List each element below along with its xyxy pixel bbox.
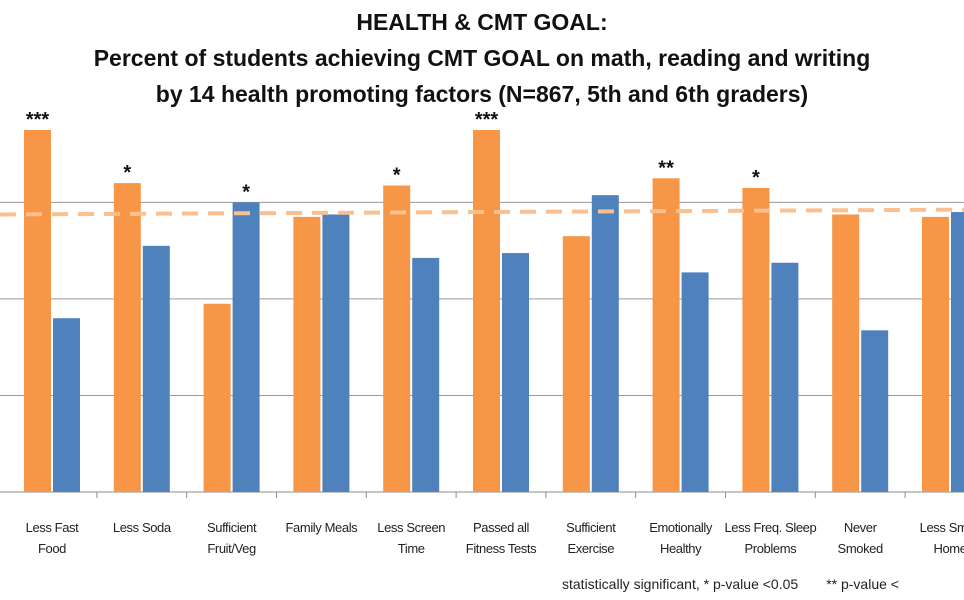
category-label: Passed all: [473, 520, 529, 535]
bar-series-2-cat-1: [53, 318, 80, 492]
bar-series-2-cat-6: [502, 253, 529, 492]
bar-series-1-cat-7: [562, 236, 590, 492]
significance-markers: *********** *: [26, 109, 760, 203]
category-label: Less Freq. Sleep: [724, 520, 816, 535]
category-label: Less Soda: [113, 520, 172, 535]
bar-series-2-cat-11: [951, 212, 964, 492]
bar-series-2-cat-2: [142, 245, 170, 492]
bar-series-2-cat-3: [232, 202, 260, 492]
category-label: Fruit/Veg: [207, 541, 256, 556]
bar-series-2-cat-5: [412, 257, 440, 492]
category-label: Never: [844, 520, 878, 535]
significance-marker: ***: [475, 109, 499, 131]
category-label: Sufficient: [566, 520, 616, 535]
category-label: Food: [38, 541, 66, 556]
chart-title-line-1: HEALTH & CMT GOAL:: [356, 9, 608, 35]
category-label: Emotionally: [649, 520, 713, 535]
category-label: Family Meals: [286, 520, 359, 535]
category-label: Healthy: [660, 541, 702, 556]
bar-series-1-cat-8: [652, 178, 680, 492]
category-label: Sufficient: [207, 520, 257, 535]
footnote: statistically significant, * p-value <0.…: [562, 576, 927, 592]
chart-title: HEALTH & CMT GOAL: Percent of students a…: [0, 4, 964, 112]
bar-series-1-cat-1: [24, 130, 51, 492]
significance-marker: *: [123, 162, 131, 184]
significance-marker: *: [393, 165, 401, 187]
footnote-part-1: statistically significant, * p-value <0.…: [562, 576, 799, 592]
significance-marker: **: [658, 157, 674, 179]
bar-series-1-cat-4: [293, 216, 321, 492]
bar-series-2-cat-4: [322, 214, 350, 492]
chart-title-line-2: Percent of students achieving CMT GOAL o…: [93, 45, 871, 71]
bar-series-2-cat-7: [591, 195, 619, 492]
bar-series-1-cat-2: [113, 183, 141, 493]
category-label: Less Smok: [920, 520, 964, 535]
category-label: Less Screen: [377, 520, 445, 535]
significance-marker: *: [242, 181, 250, 203]
category-label: Home: [933, 541, 964, 556]
category-labels: Less Fast Food Less Soda Sufficient Fruit/Ve…: [26, 520, 964, 556]
reference-line: [0, 207, 964, 217]
bar-series-1-cat-5: [383, 185, 411, 493]
bar-series-2-cat-8: [681, 272, 709, 492]
bar-series-1-cat-10: [832, 214, 860, 492]
chart-title-line-3: by 14 health promoting factors (N=867, 5…: [155, 81, 809, 107]
category-label: Smoked: [838, 541, 883, 556]
significance-marker: ***: [26, 109, 50, 131]
category-label: Exercise: [567, 541, 614, 556]
category-label: Problems: [745, 541, 798, 556]
category-label: Time: [398, 541, 425, 556]
bar-series-1-cat-3: [203, 303, 231, 492]
bar-series-1-cat-9: [742, 187, 770, 493]
category-label: Fitness Tests: [466, 541, 537, 556]
reference-dashed-line: [0, 207, 964, 217]
category-label: Less Fast: [26, 520, 80, 535]
bar-series-2-cat-9: [771, 262, 799, 492]
bars: [24, 130, 964, 493]
footnote-part-2: ** p-value <: [826, 576, 899, 592]
significance-marker: *: [752, 167, 760, 189]
bar-series-1-cat-11: [922, 216, 949, 492]
bar-series-1-cat-6: [473, 130, 500, 492]
bar-series-2-cat-10: [861, 330, 889, 492]
